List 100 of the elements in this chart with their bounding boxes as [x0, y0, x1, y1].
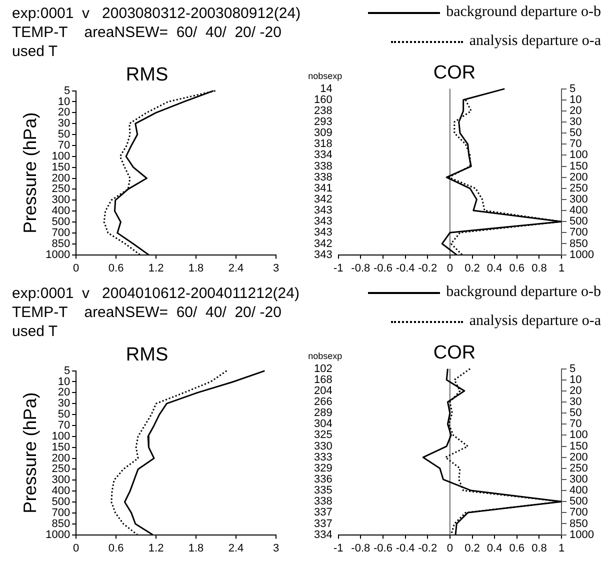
y2-tick-label: 304: [314, 418, 332, 430]
x-tick-label: 0: [73, 262, 80, 274]
y2-tick-label: 337: [314, 518, 332, 530]
y-tick-label: 30: [570, 396, 582, 408]
x-tick-label: 0.4: [486, 262, 502, 274]
y-tick-label: 850: [570, 238, 588, 250]
y-tick-label: 5: [64, 84, 70, 97]
y2-tick-label: 266: [314, 396, 332, 408]
text: exp:0001 v 2003080312-2003080912(24): [12, 4, 301, 23]
y-tick-label: 100: [52, 150, 70, 162]
x-tick-label: 0.2: [464, 542, 480, 554]
y-tick-label: 50: [58, 128, 70, 141]
y2-tick-label: 342: [314, 194, 332, 206]
chart-title: RMS: [126, 64, 168, 86]
y2-tick-label: 329: [314, 462, 332, 474]
y-tick-label: 150: [570, 440, 588, 452]
x-tick-label: -0.8: [351, 262, 370, 274]
y-tick-label: 70: [58, 140, 70, 152]
y-tick-label: 500: [52, 216, 70, 228]
x-tick-label: 3: [272, 262, 280, 274]
y-tick-label: 10: [570, 94, 582, 106]
text: used T: [12, 322, 58, 341]
y-tick-label: 500: [570, 216, 588, 228]
chart-title: RMS: [126, 344, 168, 366]
y-tick-label: 700: [570, 506, 588, 519]
y-tick-label: 50: [58, 408, 70, 421]
y2-tick-label: 318: [314, 138, 332, 150]
x-tick-label: 1: [558, 262, 565, 274]
y2-tick-label: 289: [314, 407, 332, 420]
y-tick-label: 200: [570, 171, 588, 184]
x-tick-label: 2.4: [228, 542, 244, 554]
y-tick-label: 1000: [46, 248, 70, 261]
y2-tick-label: 333: [314, 451, 332, 464]
y2-tick-label: 337: [314, 506, 332, 519]
y-tick-label: 850: [570, 518, 588, 530]
x-tick-label: -0.2: [418, 542, 438, 554]
y2-tick-label: 343: [314, 204, 332, 217]
y-tick-label: 70: [570, 138, 582, 150]
y-tick-label: 250: [570, 462, 588, 474]
y-tick-label: 1000: [46, 528, 70, 541]
y-tick-label: 300: [570, 474, 588, 486]
x-tick-label: 1.8: [188, 262, 204, 274]
x-tick-label: 0.6: [108, 542, 124, 554]
x-tick-label: 0.6: [108, 262, 124, 274]
y2-tick-label: 238: [314, 104, 332, 117]
x-tick-label: -0.2: [418, 262, 438, 274]
y2-tick-label: 330: [314, 440, 332, 452]
legend-label: background departure o-b: [446, 284, 601, 301]
y2-tick-label: 336: [314, 474, 332, 486]
y-tick-label: 250: [570, 182, 588, 194]
x-tick-label: -0.4: [396, 262, 415, 274]
legend-label: analysis departure o-a: [469, 33, 601, 50]
y-tick-label: 300: [52, 474, 70, 486]
y2-tick-label: 168: [314, 374, 332, 386]
y-tick-label: 400: [570, 204, 588, 217]
x-tick-label: 0.4: [486, 542, 502, 554]
x-tick-label: -1: [333, 262, 344, 274]
y2-tick-label: 338: [314, 160, 332, 172]
y-tick-label: 50: [570, 407, 582, 420]
y-tick-label: 250: [52, 183, 70, 196]
y-tick-label: 30: [58, 118, 70, 130]
y2-tick-label: 343: [314, 226, 332, 239]
y-tick-label: 10: [58, 376, 70, 388]
y-tick-label: 30: [570, 116, 582, 128]
x-tick-label: 1.8: [188, 542, 204, 554]
text: used T: [12, 42, 58, 61]
x-tick-label: 2.4: [228, 262, 244, 274]
y-tick-label: 100: [570, 429, 588, 442]
y-tick-label: 200: [52, 172, 70, 184]
y-tick-label: 150: [570, 160, 588, 172]
y2-tick-label: 335: [314, 484, 332, 497]
y-tick-label: 20: [570, 384, 582, 397]
y2-tick-label: 160: [314, 94, 332, 106]
x-tick-label: 0: [446, 262, 454, 274]
y-axis-title: Pressure (hPa): [20, 392, 40, 514]
y2-tick-label: 293: [314, 116, 332, 128]
y-tick-label: 50: [570, 127, 582, 140]
x-tick-label: 0.8: [532, 542, 547, 554]
y2-tick-label: 14: [320, 82, 332, 95]
y-tick-label: 500: [52, 496, 70, 508]
y-tick-label: 400: [570, 484, 588, 497]
y-tick-label: 20: [570, 104, 582, 117]
x-tick-label: -0.6: [374, 262, 392, 274]
legend-label: background departure o-b: [446, 4, 601, 21]
y-tick-label: 1000: [570, 248, 594, 261]
y-tick-label: 300: [52, 194, 70, 206]
y-tick-label: 5: [64, 364, 70, 377]
y2-tick-label: 102: [314, 362, 332, 375]
text: TEMP-T areaNSEW= 60/ 40/ 20/ -20: [12, 23, 282, 42]
y-tick-label: 70: [58, 420, 70, 432]
text: exp:0001 v 2004010612-2004011212(24): [12, 284, 300, 303]
y2-tick-label: 338: [314, 496, 332, 508]
y2-tick-label: 334: [314, 149, 332, 162]
y-tick-label: 100: [570, 149, 588, 162]
y-tick-label: 5: [570, 362, 576, 375]
x-tick-label: 3: [272, 542, 280, 554]
x-tick-label: 0.6: [509, 542, 525, 554]
x-tick-label: 0: [73, 542, 80, 554]
chart-title: COR: [433, 62, 476, 84]
y-tick-label: 200: [570, 451, 588, 464]
